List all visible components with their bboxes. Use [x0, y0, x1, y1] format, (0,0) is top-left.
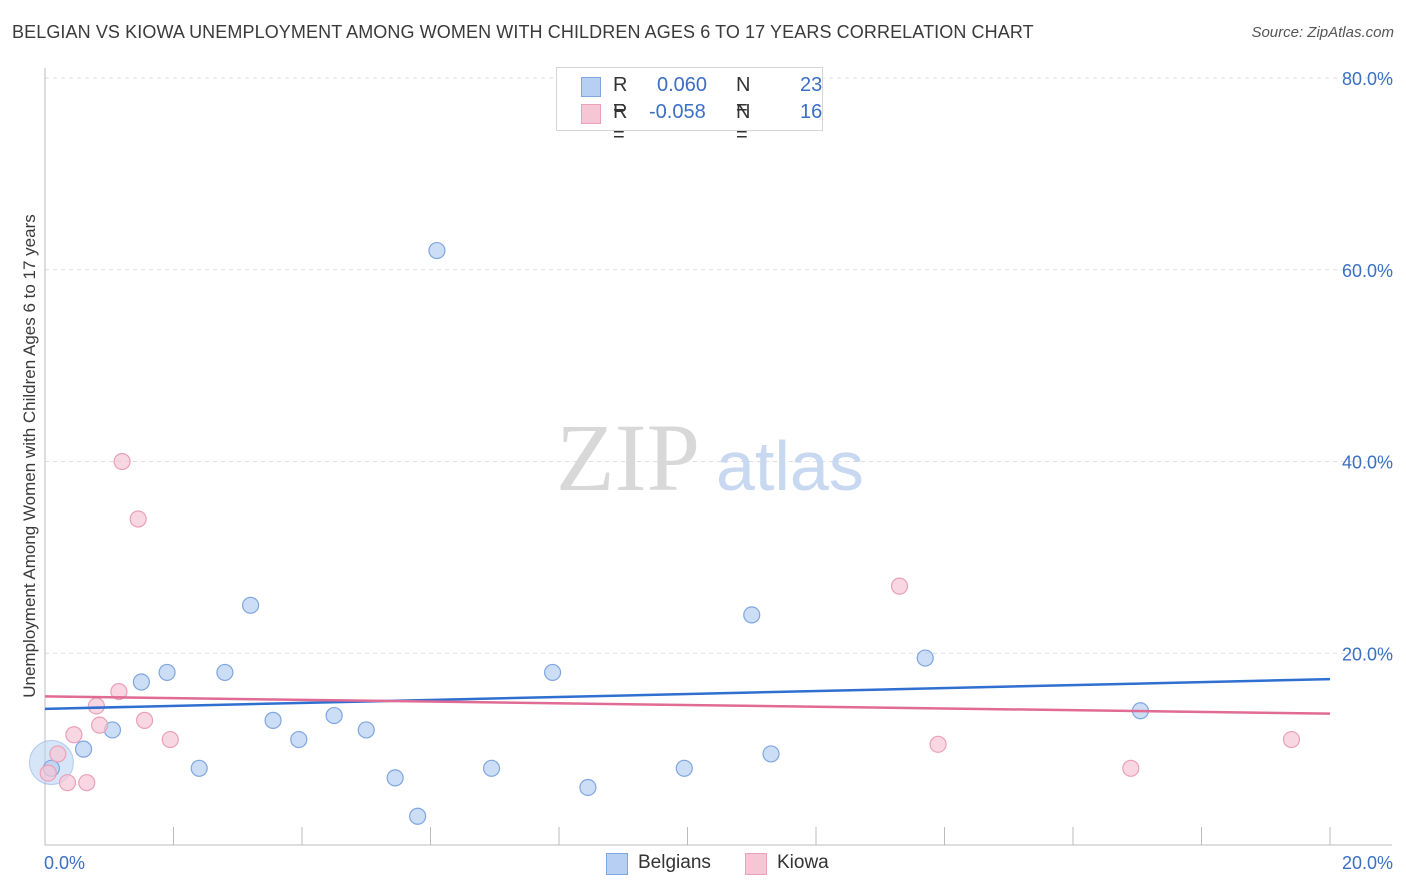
kiowa-point-13	[929, 735, 947, 753]
kiowa-point-14	[1122, 759, 1140, 777]
trend-layer	[44, 677, 1331, 715]
belgians-point-8	[264, 711, 282, 729]
correlation-legend: R = 0.060 N = 23 R = -0.058 N = 16	[556, 67, 823, 146]
kiowa-legend-label: Kiowa	[777, 852, 829, 873]
x-tick-label-min: 0.0%	[44, 853, 85, 873]
belgians-trend-line	[44, 677, 1331, 711]
tick-labels: 20.0% 40.0% 60.0% 80.0% 0.0% 20.0%	[44, 69, 1393, 873]
belgians-swatch	[581, 77, 601, 97]
kiowa-point-8	[113, 452, 131, 471]
kiowa-point-10	[135, 711, 154, 729]
source-label: Source: ZipAtlas.com	[1251, 24, 1394, 41]
belgians-n-label: N =	[736, 74, 751, 119]
belgians-r-label: R =	[613, 74, 628, 119]
kiowa-point-15	[1282, 730, 1301, 749]
belgians-point-13	[409, 807, 427, 825]
watermark: ZIP atlas	[556, 404, 864, 511]
kiowa-r-label: R =	[613, 101, 628, 146]
belgians-point-15	[482, 759, 501, 777]
belgians-point-19	[743, 606, 761, 624]
x-tick-label-max: 20.0%	[1342, 853, 1393, 873]
watermark-zip: ZIP	[556, 404, 700, 511]
belgians-point-1	[74, 740, 93, 758]
kiowa-point-3	[65, 726, 83, 744]
kiowa-point-2	[58, 774, 77, 792]
belgians-point-6	[216, 663, 234, 682]
kiowa-point-11	[161, 730, 179, 749]
belgians-point-3	[132, 673, 150, 691]
y-tick-label-20: 20.0%	[1342, 644, 1393, 664]
belgians-point-4	[158, 663, 176, 682]
kiowa-swatch	[581, 104, 601, 124]
belgians-point-14	[428, 241, 446, 260]
kiowa-legend-swatch	[745, 853, 767, 875]
belgians-point-20	[762, 745, 780, 763]
kiowa-point-5	[87, 697, 106, 715]
belgians-point-7	[242, 596, 260, 614]
kiowa-n-value: 16	[800, 101, 823, 123]
kiowa-point-9	[129, 510, 147, 528]
belgians-point-12	[386, 769, 404, 787]
belgians-r-value: 0.060	[657, 74, 708, 96]
kiowa-point-4	[78, 774, 96, 792]
belgians-n-value: 23	[800, 74, 823, 96]
y-tick-label-40: 40.0%	[1342, 453, 1393, 473]
belgians-point-16	[543, 663, 562, 682]
kiowa-point-6	[91, 716, 109, 734]
belgians-legend-swatch	[606, 853, 628, 875]
chart-title: BELGIAN VS KIOWA UNEMPLOYMENT AMONG WOME…	[12, 22, 1034, 42]
axes-layer	[44, 68, 1392, 846]
belgians-point-10	[325, 706, 343, 725]
watermark-atlas: atlas	[716, 427, 864, 505]
kiowa-point-12	[890, 577, 909, 595]
y-tick-label-80: 80.0%	[1342, 69, 1393, 89]
points-layer	[28, 241, 1301, 825]
kiowa-n-label: N =	[736, 101, 751, 146]
y-tick-label-60: 60.0%	[1342, 261, 1393, 281]
belgians-legend-label: Belgians	[638, 852, 711, 873]
grid-layer	[45, 77, 1392, 654]
belgians-point-21	[916, 649, 934, 667]
belgians-point-5	[190, 759, 208, 777]
belgians-point-11	[357, 721, 375, 739]
kiowa-trend-line	[44, 695, 1331, 715]
belgians-point-9	[290, 730, 308, 749]
belgians-point-17	[579, 778, 597, 797]
kiowa-point-0	[39, 764, 57, 782]
kiowa-r-value: -0.058	[649, 101, 706, 123]
kiowa-point-7	[110, 682, 128, 701]
belgians-point-18	[675, 759, 693, 777]
kiowa-point-1	[49, 745, 67, 763]
